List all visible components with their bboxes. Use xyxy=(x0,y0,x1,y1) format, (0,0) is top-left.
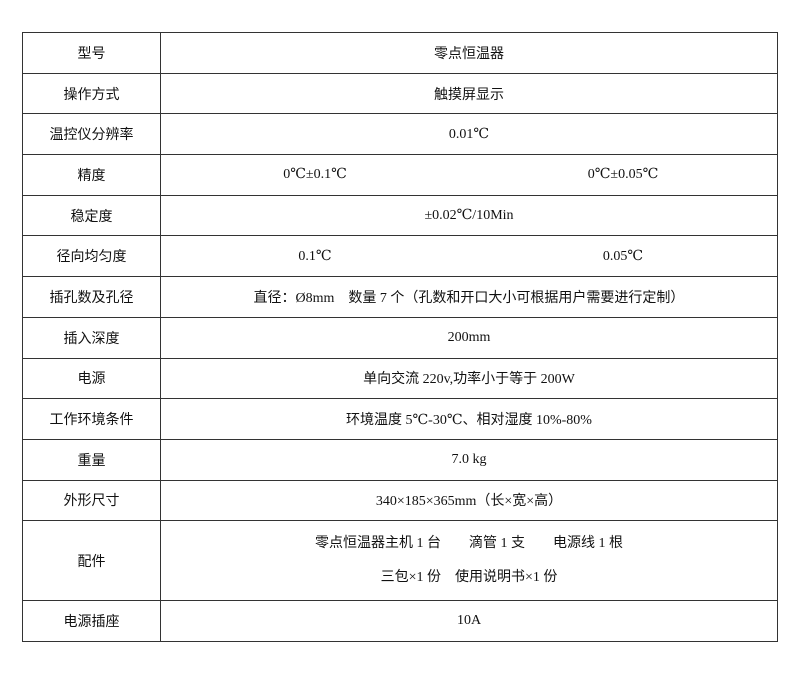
value-text: 环境温度 5℃-30℃、相对湿度 10%-80% xyxy=(346,413,592,429)
value-line: 零点恒温器主机 1 台 滴管 1 支 电源线 1 根 xyxy=(315,535,623,551)
row-value: 7.0 kg xyxy=(160,438,778,481)
row-value: 0.1℃ 0.05℃ xyxy=(160,235,778,278)
row-label: 插孔数及孔径 xyxy=(22,276,161,318)
value-text: 0℃±0.05℃ xyxy=(587,167,659,183)
value-text: 7.0 kg xyxy=(451,451,487,467)
value-text: 0.05℃ xyxy=(602,248,644,264)
spec-table: 型号 零点恒温器 操作方式 触摸屏显示 温控仪分辨率 0.01℃ 精度 0℃±0.1℃ 0℃±0… xyxy=(22,32,778,642)
row-label: 温控仪分辨率 xyxy=(22,113,161,156)
value-text: 触摸屏显示 xyxy=(434,87,504,103)
row-value: 零点恒温器 xyxy=(160,32,778,74)
value-text: 0℃±0.1℃ xyxy=(283,167,347,183)
spec-row: 插孔数及孔径 直径：Ø8mm 数量 7 个（孔数和开口大小可根据用户需要进行定制） xyxy=(22,276,778,318)
value-text: 10A xyxy=(456,613,482,629)
row-value: 200mm xyxy=(160,316,778,359)
row-label: 稳定度 xyxy=(22,194,161,237)
row-value: 零点恒温器主机 1 台 滴管 1 支 电源线 1 根三包×1 份 使用说明书×1… xyxy=(160,520,778,602)
value-text: 单向交流 220v,功率小于等于 200W xyxy=(363,372,575,388)
value-line: 三包×1 份 使用说明书×1 份 xyxy=(380,569,558,585)
spec-row: 温控仪分辨率 0.01℃ xyxy=(22,113,778,156)
spec-row: 工作环境条件 环境温度 5℃-30℃、相对湿度 10%-80% xyxy=(22,398,778,440)
row-value: 0℃±0.1℃ 0℃±0.05℃ xyxy=(160,154,778,196)
row-label: 外形尺寸 xyxy=(22,479,161,522)
spec-row: 配件 零点恒温器主机 1 台 滴管 1 支 电源线 1 根三包×1 份 使用说明书… xyxy=(22,520,778,602)
row-label: 精度 xyxy=(22,154,161,196)
value-text: 200mm xyxy=(447,329,491,345)
spec-row: 电源插座 10A xyxy=(22,600,778,642)
value-text: 0.1℃ xyxy=(298,248,332,264)
row-value: ±0.02℃/10Min xyxy=(160,194,778,237)
row-label: 工作环境条件 xyxy=(22,398,161,440)
row-value: 340×185×365mm（长×宽×高） xyxy=(160,479,778,522)
row-label: 电源插座 xyxy=(22,600,161,642)
spec-row: 外形尺寸 340×185×365mm（长×宽×高） xyxy=(22,479,778,522)
spec-row: 电源 单向交流 220v,功率小于等于 200W xyxy=(22,357,778,400)
value-group: 0.1℃ 0.05℃ xyxy=(161,248,777,265)
value-text: 零点恒温器 xyxy=(434,46,504,62)
spec-row: 稳定度 ±0.02℃/10Min xyxy=(22,194,778,237)
value-text: 0.01℃ xyxy=(448,126,490,142)
row-label: 型号 xyxy=(22,32,161,74)
row-value: 环境温度 5℃-30℃、相对湿度 10%-80% xyxy=(160,398,778,440)
row-label: 径向均匀度 xyxy=(22,235,161,278)
row-value: 触摸屏显示 xyxy=(160,72,778,115)
row-label: 重量 xyxy=(22,438,161,481)
value-text: 直径：Ø8mm 数量 7 个（孔数和开口大小可根据用户需要进行定制） xyxy=(253,290,685,306)
spec-row: 精度 0℃±0.1℃ 0℃±0.05℃ xyxy=(22,154,778,196)
row-label: 插入深度 xyxy=(22,316,161,359)
value-text: ±0.02℃/10Min xyxy=(424,208,514,224)
value-text: 340×185×365mm（长×宽×高） xyxy=(375,494,563,510)
spec-row: 重量 7.0 kg xyxy=(22,438,778,481)
row-label: 配件 xyxy=(22,520,161,602)
row-value: 0.01℃ xyxy=(160,113,778,156)
row-label: 操作方式 xyxy=(22,72,161,115)
row-value: 10A xyxy=(160,600,778,642)
spec-row: 插入深度 200mm xyxy=(22,316,778,359)
row-value: 直径：Ø8mm 数量 7 个（孔数和开口大小可根据用户需要进行定制） xyxy=(160,276,778,318)
row-label: 电源 xyxy=(22,357,161,400)
value-group: 0℃±0.1℃ 0℃±0.05℃ xyxy=(161,166,777,183)
spec-row: 型号 零点恒温器 xyxy=(22,32,778,74)
spec-row: 径向均匀度 0.1℃ 0.05℃ xyxy=(22,235,778,278)
row-value: 单向交流 220v,功率小于等于 200W xyxy=(160,357,778,400)
spec-row: 操作方式 触摸屏显示 xyxy=(22,72,778,115)
